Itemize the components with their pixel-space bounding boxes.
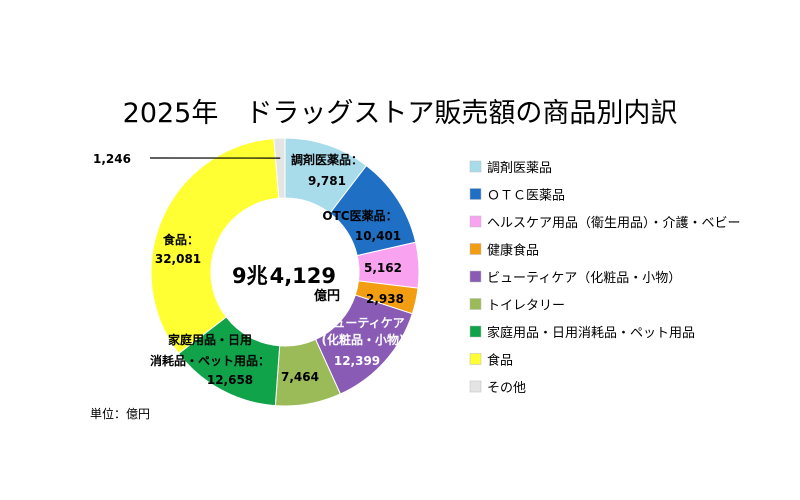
center-total-unit: 億円 [314,288,340,304]
slice-value-label-3: 2,938 [366,292,404,306]
donut-slices [150,137,420,407]
slice-value-label-7: 32,081 [155,252,201,266]
slice-label-7: 食品： [162,232,199,247]
legend-swatch-6 [469,325,482,338]
legend-label-3: 健康食品 [487,243,539,259]
slice-label-1: OTC医薬品： [322,208,397,223]
chart-title: 2025年 ドラッグストア販売額の商品別内訳 [123,98,678,129]
slice-value-label-4: 12,399 [334,354,380,368]
legend-swatch-1 [469,188,482,200]
slice-value-label-8: 1,246 [93,152,131,166]
slice-label2-6: 消耗品・ペット用品： [150,353,270,368]
legend-label-2: ヘルスケア用品（衛生用品）・介護・ベビー [487,215,741,231]
legend-label-5: トイレタリー [487,299,565,314]
slice-label-6: 家庭用品・日用 [168,332,252,347]
legend-swatch-3 [469,243,482,255]
slice-value-label-1: 10,401 [355,229,401,243]
legend-label-7: 食品 [487,353,513,369]
legend-label-6: 家庭用品・日用消耗品・ペット用品 [487,325,695,341]
legend-label-1: ＯＴＣ医薬品 [487,189,565,204]
legend-swatch-5 [469,298,482,310]
legend-label-4: ビューティケア（化粧品・小物） [487,271,681,286]
slice-value-label-6: 12,658 [207,373,253,387]
slice-value-label-5: 7,464 [281,370,319,384]
slice-label-4: ビューティケア [321,315,404,330]
slice-label2-4: (化粧品・小物) [322,332,405,347]
legend: 調剤医薬品 ＯＴＣ医薬品ヘルスケア用品（衛生用品）・介護・ベビー健康食品ビューティ… [469,160,741,396]
legend-swatch-2 [469,215,482,228]
center-total-value: 9兆4,129 [232,264,336,288]
legend-label-0: 調剤医薬品 [487,160,552,176]
legend-swatch-7 [469,353,482,365]
legend-label-8: その他 [487,381,526,396]
slice-value-label-2: 5,162 [364,261,402,275]
slice-7 [150,137,280,355]
legend-swatch-8 [469,380,482,393]
slice-value-label-0: 9,781 [308,174,346,188]
unit-label: 単位：億円 [90,406,150,421]
slice-label-0: 調剤医薬品： [291,152,363,167]
center-total: 9兆4,129 億円 [232,264,340,304]
legend-swatch-0 [469,160,482,173]
slice-8 [273,137,286,199]
slice-labels: 調剤医薬品： 9,781 OTC医薬品： 10,401 5,162 2,938 ビューティケ… [93,152,405,387]
legend-swatch-4 [469,270,482,283]
